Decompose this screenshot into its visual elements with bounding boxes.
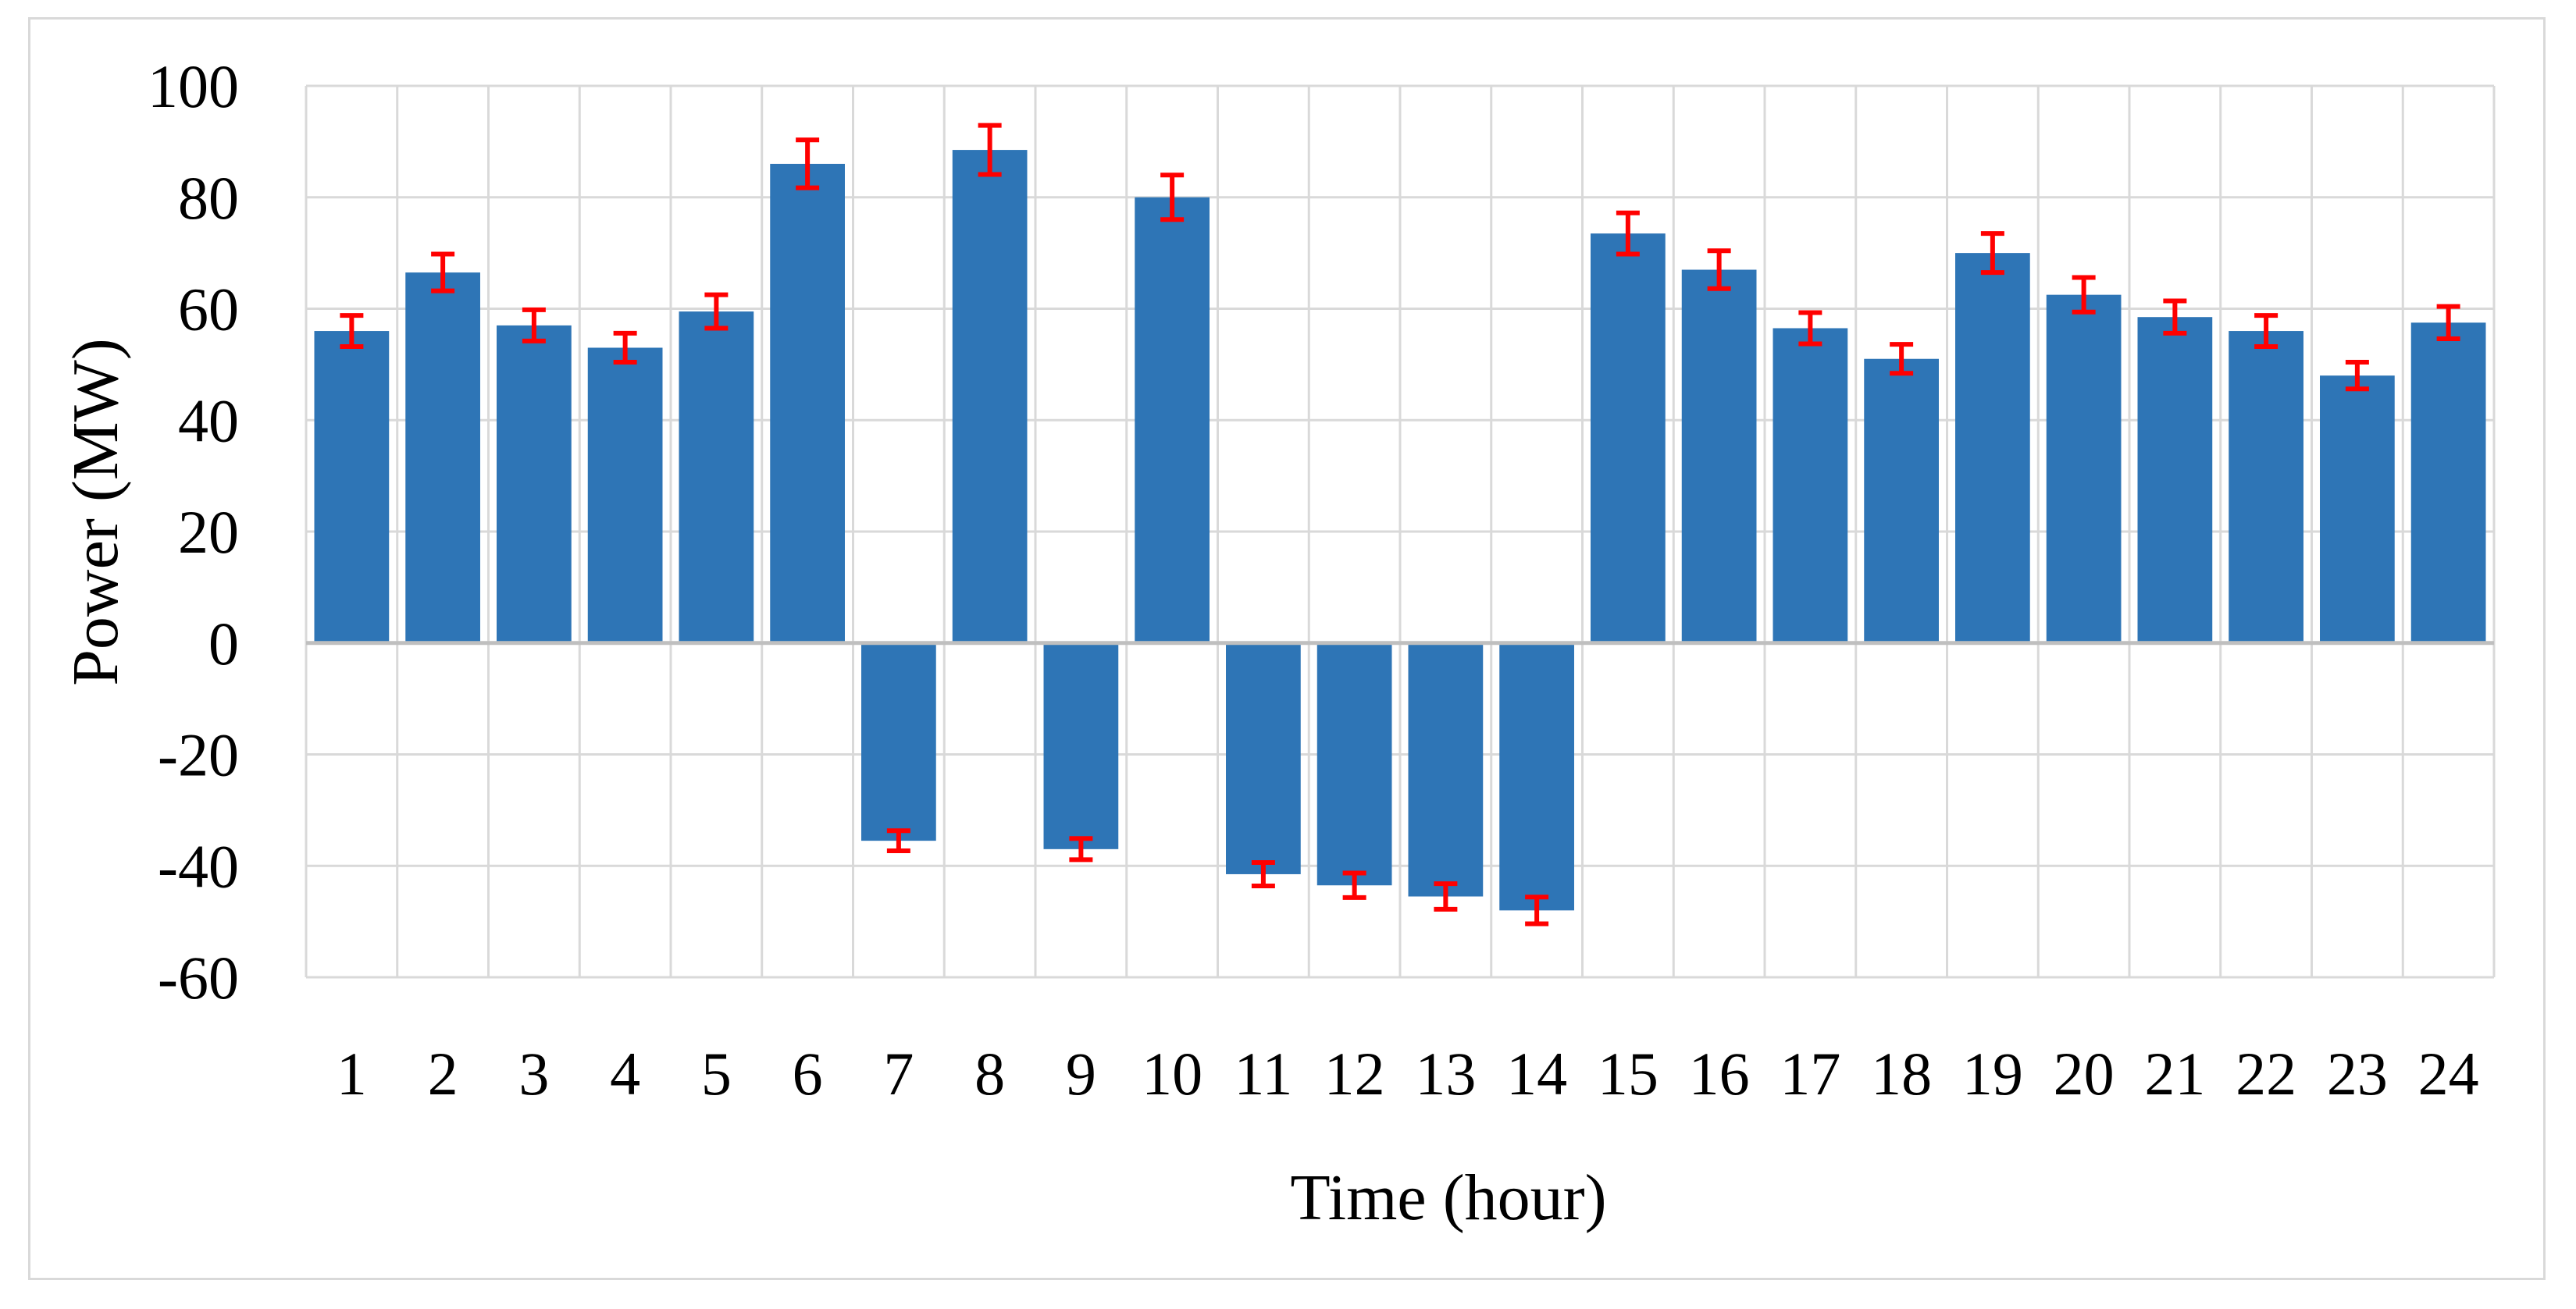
bar-hour-14	[1499, 642, 1574, 911]
error-bars	[340, 123, 2460, 927]
bar-hour-24	[2410, 322, 2486, 643]
bars	[314, 150, 2486, 911]
x-tick-label: 5	[701, 1040, 732, 1108]
bar-hour-7	[861, 642, 936, 841]
x-tick-label: 2	[428, 1040, 458, 1108]
x-tick-label: 4	[610, 1040, 640, 1108]
error-bar-hour-9	[1069, 836, 1093, 863]
bar-hour-23	[2320, 375, 2395, 643]
error-bar-hour-15	[1616, 210, 1640, 257]
bar-hour-4	[587, 347, 663, 643]
error-bar-hour-5	[704, 292, 729, 331]
bar-hour-5	[679, 311, 754, 643]
y-tick-label: 100	[148, 52, 239, 120]
x-tick-label: 15	[1598, 1040, 1659, 1108]
x-tick-label: 23	[2327, 1040, 2388, 1108]
bar-hour-19	[1955, 253, 2030, 643]
bar-hour-22	[2229, 331, 2303, 643]
error-bar-hour-13	[1434, 881, 1458, 912]
bar-hour-2	[405, 272, 480, 643]
y-tick-label: 0	[208, 610, 239, 678]
x-tick-label: 21	[2144, 1040, 2205, 1108]
bar-hour-13	[1408, 642, 1484, 897]
x-tick-label: 16	[1689, 1040, 1750, 1108]
bar-hour-16	[1681, 269, 1757, 643]
error-bar-hour-7	[886, 828, 910, 853]
x-tick-label: 8	[974, 1040, 1005, 1108]
error-bar-hour-23	[2345, 360, 2369, 392]
error-bar-hour-14	[1525, 895, 1549, 927]
error-bar-hour-22	[2254, 313, 2278, 350]
x-axis-title: Time (hour)	[1290, 1161, 1606, 1234]
x-tick-label: 9	[1066, 1040, 1096, 1108]
x-tick-label: 3	[518, 1040, 549, 1108]
y-tick-label: 80	[178, 164, 239, 232]
bar-hour-18	[1864, 358, 1939, 643]
x-tick-labels: 1 2 3 4 5 6 7 8 9 10 11 12 13 14 15 16 17 18 19 20 21 22 23 24	[337, 1040, 2479, 1108]
x-tick-label: 17	[1780, 1040, 1840, 1108]
error-bar-hour-1	[340, 313, 364, 350]
error-bar-hour-16	[1707, 248, 1731, 291]
error-bar-hour-12	[1342, 870, 1366, 900]
y-tick-label: -40	[158, 832, 239, 900]
bar-hour-20	[2046, 294, 2122, 643]
bar-hour-15	[1591, 233, 1666, 643]
error-bar-hour-17	[1798, 310, 1822, 347]
error-bar-hour-18	[1890, 342, 1914, 376]
x-tick-label: 14	[1506, 1040, 1567, 1108]
x-tick-label: 18	[1871, 1040, 1932, 1108]
x-tick-label: 12	[1324, 1040, 1385, 1108]
y-axis-title: Power (MW)	[59, 338, 132, 686]
x-tick-label: 22	[2236, 1040, 2296, 1108]
x-tick-label: 13	[1415, 1040, 1476, 1108]
error-bar-hour-11	[1251, 859, 1275, 888]
x-tick-label: 20	[2054, 1040, 2115, 1108]
bar-hour-12	[1317, 642, 1392, 886]
bar-hour-21	[2137, 317, 2213, 643]
bar-hour-8	[952, 150, 1028, 643]
error-bar-hour-6	[796, 137, 820, 190]
error-bar-hour-8	[978, 123, 1002, 177]
error-bar-hour-4	[613, 330, 637, 365]
bar-hour-6	[770, 163, 845, 643]
y-tick-label: 40	[178, 386, 239, 454]
error-bar-hour-21	[2163, 298, 2187, 336]
error-bar-hour-19	[1980, 231, 2004, 276]
x-tick-label: 19	[1962, 1040, 2023, 1108]
bar-hour-1	[314, 331, 390, 643]
y-tick-label: 20	[178, 498, 239, 566]
bar-hour-3	[497, 325, 572, 643]
bar-hour-10	[1135, 197, 1210, 643]
error-bar-hour-24	[2436, 304, 2460, 342]
bar-hour-17	[1773, 328, 1848, 643]
error-bar-hour-10	[1160, 173, 1185, 222]
y-tick-label: -20	[158, 721, 239, 789]
error-bar-hour-20	[2072, 275, 2096, 315]
y-tick-label: -60	[158, 944, 239, 1012]
bar-hour-11	[1226, 642, 1301, 874]
bar-hour-9	[1043, 642, 1119, 849]
error-bar-hour-3	[522, 307, 546, 343]
x-tick-label: 1	[337, 1040, 367, 1108]
y-tick-label: 60	[178, 276, 239, 343]
x-tick-label: 11	[1234, 1040, 1292, 1108]
x-tick-label: 6	[793, 1040, 823, 1108]
y-tick-labels: 100 80 60 40 20 0 -20 -40 -60	[148, 52, 239, 1012]
error-bar-hour-2	[431, 251, 455, 293]
x-tick-label: 10	[1142, 1040, 1202, 1108]
x-tick-label: 7	[883, 1040, 914, 1108]
x-tick-label: 24	[2418, 1040, 2479, 1108]
